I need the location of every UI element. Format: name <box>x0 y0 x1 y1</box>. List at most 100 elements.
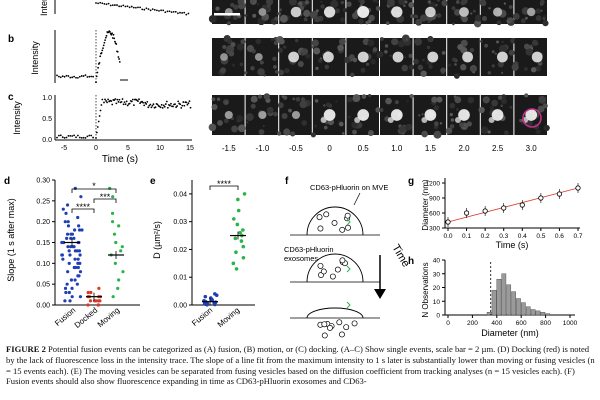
intensity-traces: Intensity b Intensity c Intensity 0.0 0.… <box>8 0 194 165</box>
panel-e-point <box>212 302 217 307</box>
trace-c-ylabel: Intensity <box>12 101 22 135</box>
trace-c-point <box>92 136 94 139</box>
strip-noise <box>470 12 473 15</box>
panel-e-ytick-label: 0.01 <box>173 275 187 282</box>
panel-g-xtick-label: 0.1 <box>462 233 471 240</box>
trace-c-point <box>183 104 186 107</box>
strip-noise <box>257 3 260 6</box>
trace-c-point <box>78 136 81 139</box>
strip-noise <box>487 130 491 134</box>
trace-b-point <box>84 74 87 77</box>
strip-spot <box>387 117 394 123</box>
trace-a-point <box>160 9 163 12</box>
panel-d-point <box>76 265 80 270</box>
trace-a-point <box>120 5 123 8</box>
strip-noise <box>508 5 513 9</box>
strip-noise <box>397 40 405 48</box>
strip-noise <box>500 104 504 107</box>
panel-g-ytick-label: 300 <box>429 226 440 233</box>
trace-a-point <box>111 4 114 7</box>
trace-c-point <box>177 100 180 103</box>
panel-d-point <box>116 286 120 290</box>
panel-d-point <box>76 215 80 220</box>
panel-e-point <box>233 236 238 241</box>
panel-g-xtick-label: 0.7 <box>573 233 582 240</box>
strip-noise <box>250 95 258 103</box>
strip-noise <box>405 123 413 131</box>
strip-noise <box>227 38 233 45</box>
trace-b-point <box>114 40 116 43</box>
strip-spot <box>323 6 336 18</box>
strip-noise <box>497 61 504 68</box>
trace-c-point <box>151 104 154 107</box>
trace-c-point <box>172 105 174 108</box>
panel-h-ylabel: N Observations <box>421 262 430 317</box>
strip-noise <box>427 20 431 24</box>
trace-a-point <box>183 11 186 14</box>
strip-noise <box>365 20 369 25</box>
trace-c-xlabel: Time (s) <box>102 154 138 165</box>
strip-noise <box>346 1 352 7</box>
panel-g-ytick-label: 1200 <box>426 181 441 188</box>
panel-g-ylabel: Diameter (nm) <box>421 179 430 230</box>
trace-a-point <box>145 7 148 10</box>
panel-e-ytick-label: 0.02 <box>173 247 187 254</box>
panel-d-points <box>60 186 125 307</box>
panel-d-point <box>66 224 71 228</box>
strip-noise <box>270 38 274 41</box>
panel-e-point <box>241 255 246 260</box>
schematic-vesicle <box>344 212 351 219</box>
panel-letter-c: c <box>8 92 14 103</box>
trace-b-point <box>56 74 58 77</box>
strip-noise <box>410 14 415 19</box>
panel-e-point <box>210 298 215 302</box>
strip-noise <box>525 48 533 56</box>
trace-a-point <box>130 5 133 8</box>
panel-e-point <box>239 239 244 243</box>
strip-time-label: 0 <box>327 144 332 153</box>
trace-b-point <box>104 39 106 41</box>
trace-a-point <box>174 10 177 13</box>
panel-d-point <box>65 203 70 207</box>
strip-time-label: 1.5 <box>425 144 437 153</box>
panel-letter-d: d <box>4 176 10 187</box>
strip-noise <box>491 99 498 107</box>
panel-g-ytick-label: 900 <box>429 196 440 203</box>
trace-c-point <box>58 134 60 137</box>
strip-noise <box>301 48 309 55</box>
panel-d-point <box>78 270 83 274</box>
strip-noise <box>543 124 550 132</box>
highlight-circle <box>522 108 542 128</box>
panel-h-ytick-label: 10 <box>433 299 441 306</box>
strip-noise <box>246 121 249 124</box>
panel-e-point <box>241 244 246 249</box>
strip-noise <box>274 70 279 74</box>
strip-noise <box>339 17 346 23</box>
strip-noise <box>501 71 504 75</box>
schematic-vesicle <box>345 224 351 231</box>
panel-h-bar <box>545 313 551 316</box>
strip-noise <box>322 104 326 107</box>
strip-spot <box>258 110 267 120</box>
strip-noise <box>535 129 541 135</box>
panel-h-bar <box>486 312 492 316</box>
strip-noise <box>342 7 348 13</box>
schematic-vesicle <box>334 266 341 273</box>
strip-noise <box>375 107 381 113</box>
trace-b-point <box>101 49 104 52</box>
trace-a-point <box>116 4 118 6</box>
strip-noise <box>348 115 351 118</box>
strip-noise <box>488 7 491 10</box>
strip-noise <box>530 66 537 73</box>
strip-noise <box>375 5 381 11</box>
trace-c-point <box>131 98 134 101</box>
trace-a-point <box>97 2 99 5</box>
strip-noise <box>277 11 281 16</box>
trace-a-point <box>179 11 181 14</box>
strip-noise <box>323 125 328 130</box>
trace-c-point <box>97 120 100 123</box>
trace-c-point <box>169 104 171 107</box>
panel-e-ylabel: D (µm²/s) <box>152 221 162 259</box>
panel-e-point <box>205 302 209 307</box>
trace-c-point <box>71 135 74 137</box>
